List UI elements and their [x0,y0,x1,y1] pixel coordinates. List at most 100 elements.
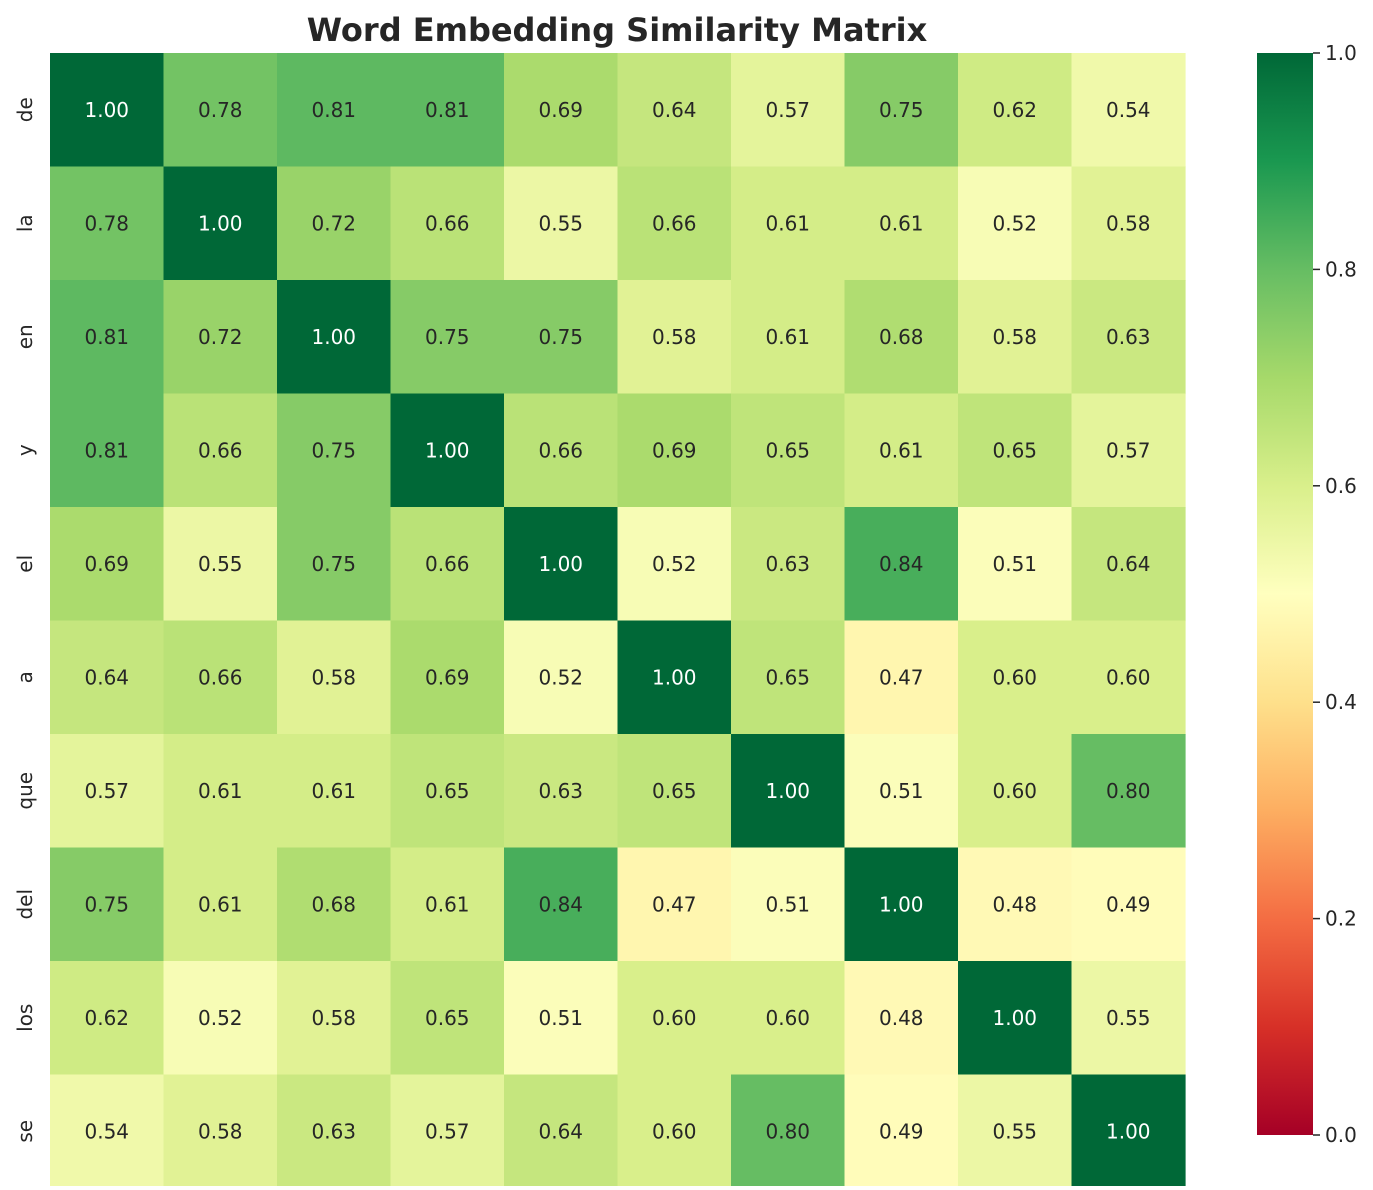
heatmap-cell [617,620,732,735]
cell-value-label: 0.55 [1106,1006,1151,1030]
heatmap-cell [731,1074,846,1189]
heatmap-cells: 1.00 0.78 0.81 0.81 0.69 0.64 0.57 0.75 0.62 0.54… [50,53,1186,1189]
colorbar-tick-label: 0.0 [1325,1123,1357,1147]
cell-value-label: 0.57 [84,779,129,803]
heatmap-cell [617,1074,732,1189]
cell-value-label: 0.49 [1106,892,1151,916]
heatmap-cell [958,166,1073,281]
heatmap-cell [50,847,165,962]
heatmap-cell [617,280,732,395]
cell-value-label: 0.75 [879,98,924,122]
heatmap-cell [617,847,732,962]
heatmap-cell [163,166,278,281]
cell-value-label: 0.81 [84,325,129,349]
heatmap-cell [731,166,846,281]
cell-value-label: 0.64 [1106,552,1151,576]
cell-value-label: 1.00 [992,1006,1037,1030]
heatmap-cell [958,1074,1073,1189]
cell-value-label: 0.60 [992,779,1037,803]
cell-value-label: 0.51 [538,1006,583,1030]
y-tick-label: el [13,555,37,573]
heatmap-cell [617,393,732,508]
heatmap-cell [390,507,505,622]
cell-value-label: 0.58 [198,1119,243,1143]
cell-value-label: 0.75 [538,325,583,349]
y-tick-label: y [13,444,37,456]
cell-value-label: 0.62 [84,1006,129,1030]
cell-value-label: 0.69 [425,665,470,689]
colorbar-tick-label: 0.6 [1325,474,1357,498]
heatmap-cell [731,734,846,849]
cell-value-label: 0.69 [652,438,697,462]
heatmap-cell [50,53,165,168]
cell-value-label: 0.58 [311,1006,356,1030]
cell-value-label: 0.48 [992,892,1037,916]
colorbar-tick-label: 0.4 [1325,690,1357,714]
cell-value-label: 0.65 [425,1006,470,1030]
heatmap-cell [277,1074,392,1189]
cell-value-label: 0.51 [879,779,924,803]
heatmap-cell [504,734,619,849]
heatmap-cell [277,507,392,622]
heatmap-cell [277,393,392,508]
cell-value-label: 0.65 [992,438,1037,462]
cell-value-label: 0.65 [765,665,810,689]
cell-value-label: 0.52 [538,665,583,689]
heatmap-cell [844,507,959,622]
cell-value-label: 0.51 [765,892,810,916]
cell-value-label: 0.65 [765,438,810,462]
heatmap-cell [844,961,959,1076]
cell-value-label: 1.00 [879,892,924,916]
cell-value-label: 0.55 [538,211,583,235]
heatmap-cell [390,734,505,849]
cell-value-label: 0.57 [765,98,810,122]
cell-value-label: 0.58 [1106,211,1151,235]
heatmap-cell [163,847,278,962]
cell-value-label: 0.84 [879,552,924,576]
cell-value-label: 0.52 [992,211,1037,235]
heatmap-cell [1071,734,1186,849]
heatmap-cell [958,507,1073,622]
cell-value-label: 0.51 [992,552,1037,576]
colorbar: 0.0 0.2 0.4 0.6 0.8 1.0 [1257,41,1357,1147]
heatmap-cell [844,734,959,849]
cell-value-label: 1.00 [84,98,129,122]
cell-value-label: 0.69 [84,552,129,576]
heatmap-cell [50,734,165,849]
heatmap-cell [731,620,846,735]
cell-value-label: 0.75 [311,552,356,576]
cell-value-label: 0.68 [311,892,356,916]
cell-value-label: 0.63 [538,779,583,803]
heatmap-cell [163,734,278,849]
cell-value-label: 0.65 [652,779,697,803]
heatmap-cell [50,393,165,508]
heatmap-cell [390,1074,505,1189]
cell-value-label: 0.75 [311,438,356,462]
colorbar-tick-label: 0.8 [1325,257,1357,281]
cell-value-label: 0.60 [765,1006,810,1030]
colorbar-tick-label: 0.2 [1325,907,1357,931]
heatmap-cell [163,961,278,1076]
heatmap-cell [1071,1074,1186,1189]
heatmap-cell [844,53,959,168]
heatmap-cell [731,847,846,962]
heatmap-cell [504,166,619,281]
heatmap-cell [390,961,505,1076]
heatmap-cell [958,280,1073,395]
heatmap-cell [844,166,959,281]
heatmap-cell [50,280,165,395]
cell-value-label: 0.47 [879,665,924,689]
cell-value-label: 0.68 [879,325,924,349]
cell-value-label: 0.75 [84,892,129,916]
heatmap-cell [390,620,505,735]
cell-value-label: 0.75 [425,325,470,349]
heatmap-cell [50,961,165,1076]
cell-value-label: 1.00 [1106,1119,1151,1143]
cell-value-label: 0.61 [425,892,470,916]
heatmap-cell [1071,280,1186,395]
heatmap-cell [390,280,505,395]
cell-value-label: 1.00 [425,438,470,462]
cell-value-label: 0.66 [425,211,470,235]
cell-value-label: 0.63 [1106,325,1151,349]
cell-value-label: 0.54 [84,1119,129,1143]
